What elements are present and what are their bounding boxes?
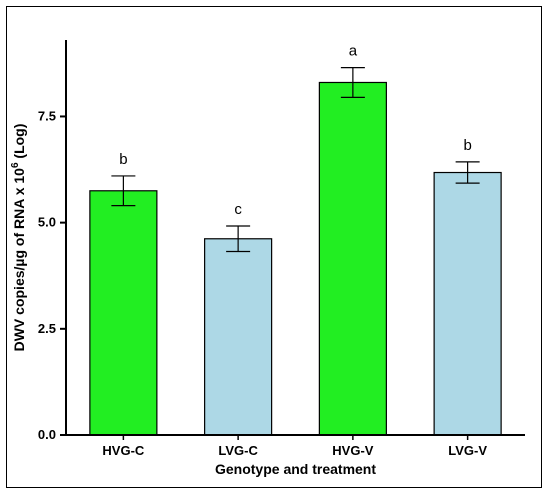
significance-label-hvg-v: a (349, 43, 358, 60)
bar-hvg-c (89, 190, 158, 436)
bar-hvg-v (318, 81, 387, 436)
x-category-label-lvg-v: LVG-V (448, 443, 487, 458)
x-category-label-hvg-v: HVG-V (332, 443, 374, 458)
figure-frame (6, 6, 542, 488)
y-axis-title-suffix: (Log) (11, 124, 27, 163)
bar-lvg-c (204, 238, 273, 436)
y-ticks-layer: 0.0 2.5 5.0 7.5 (38, 108, 66, 442)
y-axis-title-main: DWV copies/µg of RNA x 10 (11, 168, 27, 352)
significance-labels-layer: b c a b (119, 43, 472, 218)
y-tick-label: 0.0 (38, 427, 56, 442)
y-axis-title: DWV copies/µg of RNA x 106 (Log) (10, 124, 27, 352)
error-bars-layer (111, 67, 480, 253)
y-tick-label: 5.0 (38, 215, 56, 230)
significance-label-hvg-c: b (119, 151, 127, 168)
bar-lvg-v (433, 171, 502, 436)
x-axis-title: Genotype and treatment (215, 461, 376, 477)
x-category-label-lvg-c: LVG-C (218, 443, 258, 458)
y-axis-title-superscript: 6 (10, 162, 21, 168)
significance-label-lvg-c: c (234, 201, 242, 218)
significance-label-lvg-v: b (463, 137, 471, 154)
y-tick-label: 2.5 (38, 321, 56, 336)
y-tick-label: 7.5 (38, 108, 56, 123)
x-category-label-hvg-c: HVG-C (102, 443, 145, 458)
x-category-labels-layer: HVG-C LVG-C HVG-V LVG-V (102, 435, 487, 458)
bars-layer (89, 81, 502, 436)
